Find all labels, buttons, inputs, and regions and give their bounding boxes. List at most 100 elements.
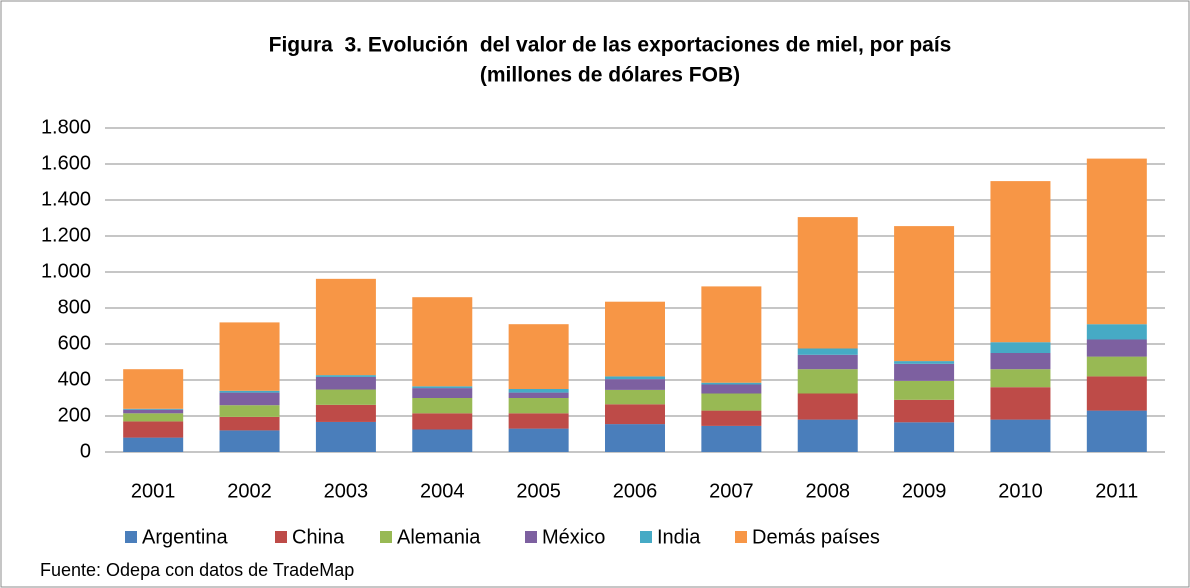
- bar-segment: [1086, 356, 1147, 377]
- bar-segment: [797, 419, 858, 452]
- bar-segment: [894, 380, 955, 400]
- bar-segment: [894, 399, 955, 423]
- bar-segment: [315, 421, 376, 452]
- legend-swatch: [640, 531, 652, 543]
- bar-segment: [605, 376, 665, 380]
- bar-segment: [605, 301, 665, 377]
- bar-segment: [123, 437, 184, 452]
- x-tick-label: 2011: [1095, 480, 1138, 502]
- x-tick-label: 2002: [227, 480, 272, 502]
- bar-segment: [990, 353, 1051, 370]
- bar-segment: [123, 409, 184, 414]
- bar-segment: [701, 286, 762, 383]
- y-tick-label: 1.200: [41, 224, 91, 246]
- bar-segment: [990, 369, 1051, 388]
- bar-segment: [412, 398, 473, 414]
- bar-segment: [797, 348, 858, 355]
- bar-segment: [412, 388, 473, 398]
- x-tick-label: 2006: [613, 480, 658, 502]
- bar-segment: [894, 361, 955, 364]
- bar-segment: [315, 376, 376, 390]
- bar-segment: [797, 217, 858, 349]
- y-tick-label: 1.400: [41, 188, 91, 210]
- bar-segment: [797, 393, 858, 420]
- bar-segment: [508, 389, 569, 393]
- bar-segment: [605, 389, 665, 405]
- bar-segment: [123, 408, 184, 410]
- legend-swatch: [380, 531, 392, 543]
- bar-segment: [123, 413, 184, 422]
- legend-label: Alemania: [397, 526, 481, 548]
- bar-segment: [894, 363, 955, 381]
- y-tick-label: 1.800: [41, 116, 91, 138]
- bar-segment: [123, 421, 184, 438]
- chart-title: Figura 3. Evolución del valor de las exp…: [269, 34, 952, 57]
- bar-segment: [701, 382, 762, 385]
- bar-segment: [1086, 324, 1147, 340]
- bar-segment: [508, 324, 569, 389]
- y-tick-label: 600: [58, 332, 91, 354]
- x-tick-label: 2008: [805, 480, 850, 502]
- bar-segment: [315, 389, 376, 405]
- bar-segment: [219, 392, 280, 406]
- bar-segment: [219, 416, 280, 431]
- bar-segment: [315, 404, 376, 422]
- legend-swatch: [735, 531, 747, 543]
- legend-label: India: [657, 526, 701, 548]
- bar-segment: [605, 424, 665, 452]
- source-note: Fuente: Odepa con datos de TradeMap: [40, 560, 354, 580]
- bar-segment: [797, 354, 858, 370]
- y-tick-label: 400: [58, 368, 91, 390]
- legend-swatch: [125, 531, 137, 543]
- bar-segment: [701, 384, 762, 394]
- bar-segment: [508, 392, 569, 398]
- bar-segment: [701, 410, 762, 426]
- y-tick-label: 200: [58, 404, 91, 426]
- y-tick-label: 1.600: [41, 152, 91, 174]
- legend-label: Argentina: [142, 526, 228, 548]
- x-tick-label: 2007: [709, 480, 754, 502]
- legend-label: México: [542, 526, 605, 548]
- bar-segment: [412, 429, 473, 452]
- bar-segment: [797, 369, 858, 394]
- bar-segment: [219, 405, 280, 417]
- bar-segment: [315, 278, 376, 376]
- y-tick-label: 1.000: [41, 260, 91, 282]
- bar-segment: [412, 386, 473, 389]
- bar-segment: [508, 398, 569, 414]
- bar-segment: [508, 413, 569, 429]
- bar-segment: [1086, 158, 1147, 325]
- bar-segment: [315, 375, 376, 377]
- x-tick-label: 2009: [902, 480, 947, 502]
- legend-label: Demás países: [752, 526, 880, 548]
- bar-segment: [894, 226, 955, 362]
- legend-swatch: [525, 531, 537, 543]
- bar-segment: [701, 425, 762, 452]
- legend-swatch: [275, 531, 287, 543]
- bar-segment: [1086, 410, 1147, 452]
- bar-segment: [605, 379, 665, 390]
- bar-segment: [990, 342, 1051, 353]
- bar-segment: [990, 387, 1051, 420]
- bar-segment: [412, 413, 473, 430]
- bar-segment: [990, 181, 1051, 343]
- bar-segment: [123, 369, 184, 409]
- bar-segment: [219, 390, 280, 393]
- y-tick-label: 800: [58, 296, 91, 318]
- bar-segment: [894, 422, 955, 452]
- bar-segment: [990, 419, 1051, 452]
- bar-segment: [605, 404, 665, 425]
- bar-segment: [1086, 339, 1147, 357]
- x-tick-label: 2003: [324, 480, 369, 502]
- bar-segment: [219, 322, 280, 391]
- bar-segment: [412, 297, 473, 387]
- legend-label: China: [292, 526, 345, 548]
- bar-segment: [701, 393, 762, 411]
- x-tick-label: 2001: [131, 480, 176, 502]
- x-tick-label: 2010: [998, 480, 1043, 502]
- bar-segment: [1086, 376, 1147, 411]
- bar-segment: [219, 430, 280, 452]
- chart-subtitle: (millones de dólares FOB): [480, 64, 740, 87]
